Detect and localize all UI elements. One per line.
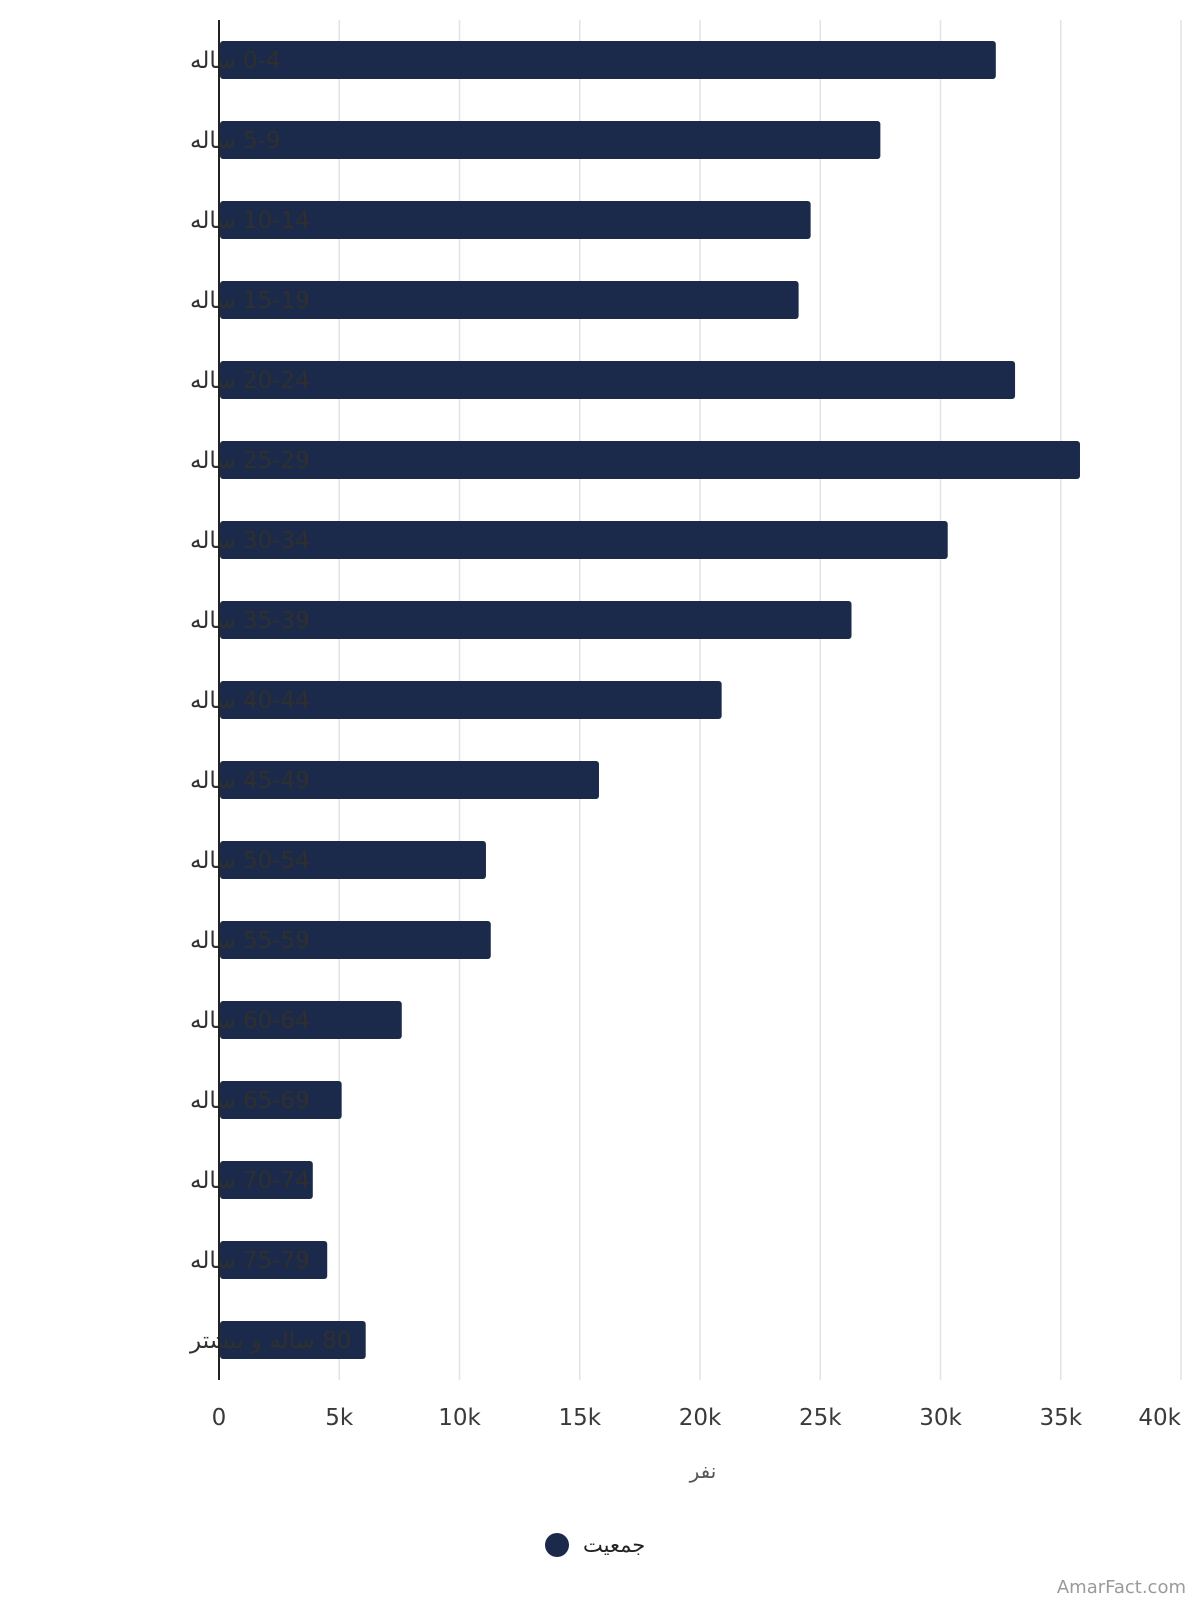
category-label: 20-24 ساله xyxy=(190,368,310,394)
category-label: 75-79 ساله xyxy=(190,1248,310,1274)
category-labels: 0-4 ساله 5-9 ساله 10-14 ساله 15-19 ساله 20-2… xyxy=(189,48,351,1354)
category-label: 70-74 ساله xyxy=(190,1168,310,1194)
category-label: 10-14 ساله xyxy=(190,208,310,234)
bar[interactable] xyxy=(220,1161,313,1199)
x-tick-label: 30k xyxy=(919,1405,962,1431)
x-tick-label: 5k xyxy=(325,1405,354,1431)
category-label: 25-29 ساله xyxy=(190,448,310,474)
bar[interactable] xyxy=(220,601,852,639)
legend-marker xyxy=(545,1533,569,1557)
x-tick-label: 0 xyxy=(212,1405,227,1431)
bar[interactable] xyxy=(220,841,486,879)
bar[interactable] xyxy=(220,1241,328,1279)
bar[interactable] xyxy=(220,121,881,159)
x-tick-label: 20k xyxy=(679,1405,722,1431)
bar[interactable] xyxy=(220,1321,366,1359)
category-label: 15-19 ساله xyxy=(190,288,310,314)
x-tick-label: 25k xyxy=(799,1405,842,1431)
legend-label: جمعیت xyxy=(583,1533,645,1557)
bars xyxy=(220,41,1080,1359)
bar[interactable] xyxy=(220,41,996,79)
category-label: 55-59 ساله xyxy=(190,928,310,954)
category-label: 5-9 ساله xyxy=(190,128,281,154)
category-label: 60-64 ساله xyxy=(190,1008,310,1034)
bar[interactable] xyxy=(220,361,1016,399)
bar[interactable] xyxy=(220,521,948,559)
bar[interactable] xyxy=(220,1001,402,1039)
category-label: 40-44 ساله xyxy=(190,688,310,714)
x-tick-label: 40k xyxy=(1138,1405,1181,1431)
bar[interactable] xyxy=(220,441,1080,479)
x-axis-title: نفر xyxy=(689,1459,717,1483)
category-label: 35-39 ساله xyxy=(190,608,310,634)
bar[interactable] xyxy=(220,1081,342,1119)
x-tick-label: 35k xyxy=(1039,1405,1082,1431)
category-label: 0-4 ساله xyxy=(190,48,281,74)
bar[interactable] xyxy=(220,281,799,319)
legend[interactable]: جمعیت xyxy=(545,1533,645,1557)
bar[interactable] xyxy=(220,201,811,239)
x-tick-label: 15k xyxy=(558,1405,601,1431)
category-label: 65-69 ساله xyxy=(190,1088,310,1114)
x-tick-label: 10k xyxy=(438,1405,481,1431)
bar[interactable] xyxy=(220,761,599,799)
watermark: AmarFact.com xyxy=(1057,1577,1186,1598)
bar[interactable] xyxy=(220,921,491,959)
x-tick-labels: 0 5k 10k 15k 20k 25k 30k 35k 40k xyxy=(212,1405,1182,1431)
category-label: 80 ساله و بیشتر xyxy=(189,1328,351,1354)
category-label: 50-54 ساله xyxy=(190,848,310,874)
category-label: 45-49 ساله xyxy=(190,768,310,794)
bar[interactable] xyxy=(220,681,722,719)
category-label: 30-34 ساله xyxy=(190,528,310,554)
